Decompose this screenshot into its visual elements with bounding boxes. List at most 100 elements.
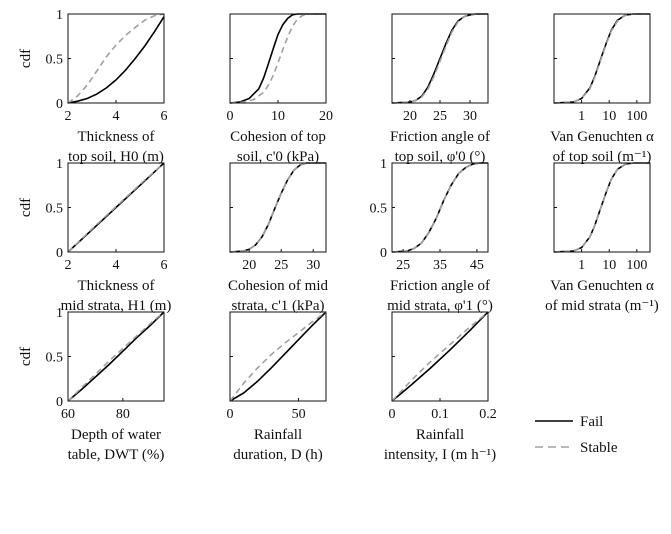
legend-fail-label: Fail — [580, 414, 603, 430]
x-axis-label-line-1: Friction angle of — [390, 278, 490, 294]
x-tick-label: 45 — [470, 258, 484, 273]
y-tick-label: 1 — [56, 306, 63, 321]
y-axis-label: cdf — [18, 347, 34, 366]
subplot-11: 0 0.1 0.2 Rainfall intensity, I (m h⁻¹) — [384, 311, 497, 463]
y-tick-label: 0 — [56, 97, 63, 112]
y-tick-label: 1 — [380, 157, 387, 172]
y-axis-label: cdf — [18, 198, 34, 217]
x-tick-label: 4 — [113, 258, 120, 273]
x-tick-label: 2 — [65, 258, 72, 273]
y-tick-label: 1 — [56, 8, 63, 23]
x-tick-label: 6 — [161, 109, 168, 124]
x-tick-label: 25 — [396, 258, 410, 273]
x-tick-label: 10 — [271, 109, 285, 124]
x-tick-label: 20 — [242, 258, 256, 273]
subplot-6: 20 25 30 Cohesion of mid strata, c'1 (kPa) — [228, 162, 328, 314]
x-tick-label: 10 — [602, 258, 616, 273]
x-tick-label: 1 — [578, 109, 585, 124]
y-tick-label: 0.5 — [370, 202, 388, 217]
axes-box — [391, 311, 489, 402]
subplot-7: 25 35 45 0 0.5 1 Friction angle of mid strata, … — [370, 157, 493, 314]
series-stable-line — [391, 311, 489, 402]
series-stable-line — [553, 13, 650, 104]
x-tick-label: 0 — [227, 109, 234, 124]
series-stable-line — [229, 13, 326, 104]
series-fail-line — [67, 16, 165, 104]
x-axis-label-line-1: Van Genuchten α — [550, 278, 654, 294]
x-axis-label-line-2: top soil, H0 (m) — [68, 149, 164, 165]
x-tick-label: 2 — [65, 109, 72, 124]
subplot-2: 0 10 20 Cohesion of top soil, c'0 (kPa) — [227, 13, 333, 165]
series-fail-line — [391, 311, 489, 402]
x-tick-label: 20 — [403, 109, 417, 124]
x-axis-label-line-2: mid strata, H1 (m) — [61, 298, 172, 314]
legend-stable-label: Stable — [580, 440, 618, 456]
x-tick-label: 30 — [306, 258, 320, 273]
subplot-4: 1 10 100 Van Genuchten α of top soil (m⁻¹) — [550, 13, 654, 165]
x-axis-label-line-1: Cohesion of top — [230, 129, 326, 145]
series-stable-line — [229, 311, 327, 402]
series-fail-line — [229, 311, 327, 402]
series-fail-line — [553, 162, 650, 253]
series-stable-line — [391, 13, 488, 104]
axes-box — [229, 162, 327, 253]
x-axis-label-line-2: table, DWT (%) — [68, 447, 165, 463]
x-axis-label-line-2: of top soil (m⁻¹) — [553, 149, 652, 165]
subplot-3: 20 25 30 Friction angle of top soil, φ'0 (°) — [390, 13, 490, 165]
x-axis-label-line-1: Thickness of — [77, 278, 154, 294]
x-axis-label-line-2: duration, D (h) — [233, 447, 323, 463]
x-axis-label-line-2: intensity, I (m h⁻¹) — [384, 447, 496, 463]
x-tick-label: 4 — [113, 109, 120, 124]
x-axis-label-line-2: of mid strata (m⁻¹) — [545, 298, 659, 314]
x-axis-label-line-2: top soil, φ'0 (°) — [395, 149, 486, 165]
x-tick-label: 10 — [602, 109, 616, 124]
x-axis-label-line-1: Depth of water — [71, 427, 161, 443]
x-axis-label-line-2: mid strata, φ'1 (°) — [387, 298, 493, 314]
axes-box — [67, 13, 165, 104]
x-axis-label-line-1: Van Genuchten α — [550, 129, 654, 145]
x-tick-label: 25 — [274, 258, 288, 273]
series-stable-line — [391, 162, 488, 253]
subplot-10: 0 50 Rainfall duration, D (h) — [227, 311, 327, 463]
series-stable-line — [229, 162, 326, 253]
x-axis-label-line-1: Friction angle of — [390, 129, 490, 145]
legend: Fail Stable — [535, 414, 618, 456]
series-fail-line — [391, 13, 488, 104]
subplot-9: 60 80 0 0.5 1 cdf Depth of water table, DWT (%) — [18, 306, 165, 463]
series-fail-line — [229, 162, 326, 253]
x-axis-label-line-1: Thickness of — [77, 129, 154, 145]
x-tick-label: 1 — [578, 258, 585, 273]
series-stable-line — [67, 311, 165, 402]
x-axis-label-line-2: strata, c'1 (kPa) — [231, 298, 324, 314]
x-tick-label: 6 — [161, 258, 168, 273]
x-tick-label: 20 — [319, 109, 333, 124]
y-tick-label: 0 — [56, 395, 63, 410]
x-tick-label: 50 — [292, 407, 306, 422]
series-stable-line — [553, 162, 650, 253]
x-tick-label: 30 — [463, 109, 477, 124]
subplot-1: 2 4 6 0 0.5 1 cdf Thickness of top soil, H0 (m) — [18, 8, 168, 165]
x-tick-label: 0 — [227, 407, 234, 422]
x-axis-label-line-2: soil, c'0 (kPa) — [237, 149, 319, 165]
x-tick-label: 60 — [61, 407, 75, 422]
x-tick-label: 0.1 — [431, 407, 449, 422]
y-tick-label: 0 — [380, 246, 387, 261]
y-tick-label: 0.5 — [46, 53, 64, 68]
y-tick-label: 0.5 — [46, 202, 64, 217]
x-tick-label: 100 — [626, 258, 647, 273]
series-fail-line — [67, 311, 165, 402]
x-tick-label: 35 — [433, 258, 447, 273]
y-tick-label: 0 — [56, 246, 63, 261]
x-tick-label: 100 — [626, 109, 647, 124]
axes-box — [229, 13, 327, 104]
series-stable-line — [67, 162, 165, 253]
x-tick-label: 0 — [389, 407, 396, 422]
x-axis-label-line-1: Rainfall — [254, 427, 302, 443]
y-axis-label: cdf — [18, 49, 34, 68]
series-stable-line — [67, 13, 165, 104]
series-fail-line — [229, 13, 326, 104]
y-tick-label: 0.5 — [46, 351, 64, 366]
y-tick-label: 1 — [56, 157, 63, 172]
